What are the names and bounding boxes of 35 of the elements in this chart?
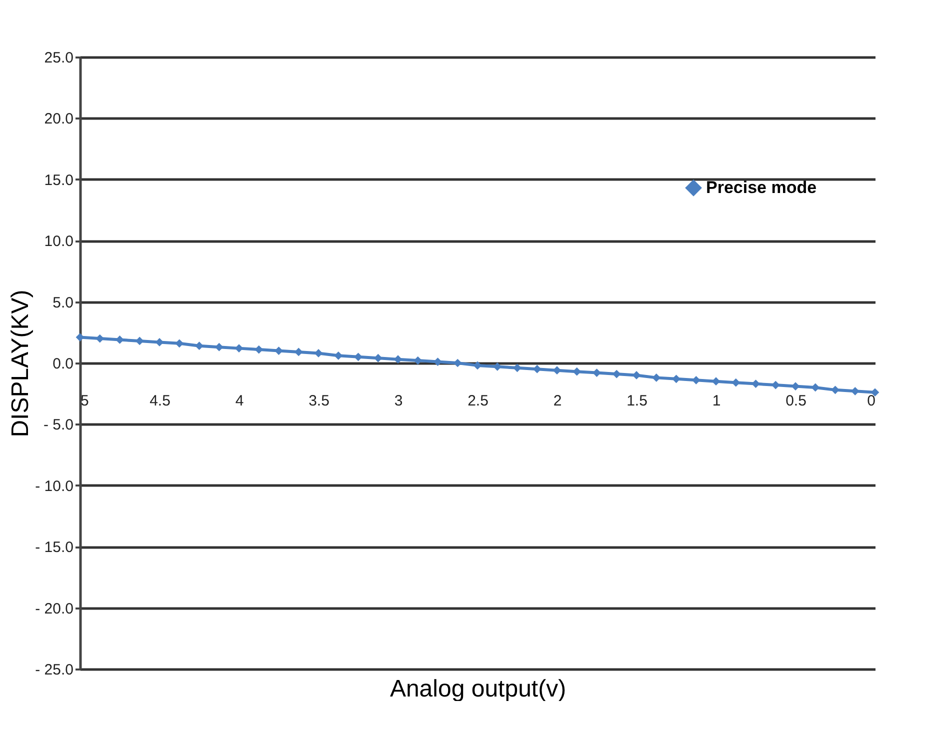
point xyxy=(116,336,124,344)
x-tick-label: 2.5 xyxy=(468,392,488,410)
y-tick-label: 20.0 xyxy=(44,110,74,128)
x-tick-label: 1.5 xyxy=(626,392,648,410)
point xyxy=(434,358,442,366)
y-tick-label: - 15.0 xyxy=(35,539,74,556)
x-tick-label: 3.5 xyxy=(308,392,330,410)
x-tick-label: 0 xyxy=(867,392,876,410)
point xyxy=(354,352,362,362)
y-tick-label: 10.0 xyxy=(44,233,74,250)
y-tick-label: 15.0 xyxy=(44,172,74,189)
y-tick-label: - 25.0 xyxy=(35,662,74,678)
point xyxy=(195,342,204,350)
y-tick-label: 0.0 xyxy=(52,356,74,372)
x-tick-label: 4 xyxy=(235,392,244,410)
x-tick-label: 1 xyxy=(712,392,721,410)
point xyxy=(831,386,840,394)
x-tick-label: 2 xyxy=(553,392,562,410)
legend-label: Precise mode xyxy=(706,178,817,197)
point xyxy=(175,339,184,348)
point xyxy=(274,346,283,355)
y-axis-title: DISPLAY(KV) xyxy=(7,290,34,438)
x-tick-label: 4.5 xyxy=(150,392,170,410)
y-tick-label: - 20.0 xyxy=(35,600,74,618)
x-tick-label: 3 xyxy=(394,392,403,410)
x-tick-label: 5 xyxy=(80,392,89,410)
point xyxy=(513,364,522,372)
point xyxy=(592,368,601,377)
y-tick-label: 25.0 xyxy=(44,50,74,66)
y-tick-label: - 5.0 xyxy=(43,416,74,434)
point xyxy=(752,380,760,388)
y-tick-label: - 10.0 xyxy=(35,478,74,495)
point xyxy=(672,374,680,384)
x-tick-label: 0.5 xyxy=(786,392,806,410)
y-tick-label: 5.0 xyxy=(52,294,74,312)
